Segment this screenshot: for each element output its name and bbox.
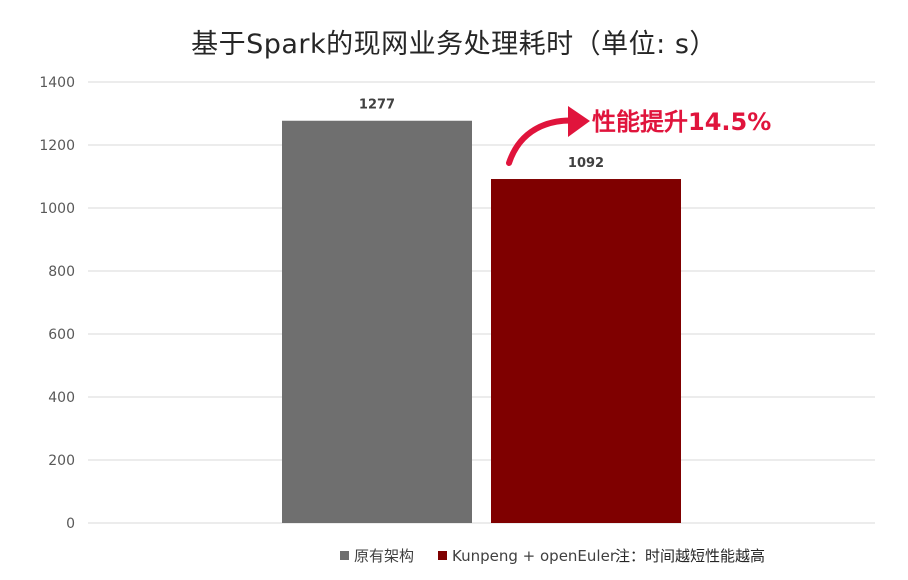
legend-swatch-kunpeng: [438, 551, 448, 560]
bars: [282, 120, 681, 524]
y-tick-label: 200: [48, 453, 75, 469]
callout-arrow-icon: [506, 106, 590, 166]
y-tick-label: 800: [48, 264, 75, 280]
data-label: 1277: [359, 98, 395, 113]
legend-label-baseline: 原有架构: [354, 547, 415, 565]
gridlines: [88, 81, 875, 524]
footnote: 注：时间越短性能越高: [615, 547, 766, 565]
y-tick-label: 1400: [39, 75, 75, 91]
legend-label-kunpeng: Kunpeng + openEuler: [452, 546, 616, 565]
bar-baseline: [282, 120, 472, 524]
legend-swatch-baseline: [340, 551, 349, 560]
y-tick-label: 0: [66, 516, 75, 532]
bar-kunpeng: [491, 179, 681, 523]
data-labels: 1277 1092: [359, 98, 604, 171]
y-axis-ticks: 0 200 400 600 800 1000 1200 1400: [39, 75, 75, 532]
legend-item-baseline: 原有架构: [340, 545, 414, 566]
y-tick-label: 400: [48, 390, 75, 406]
legend-item-kunpeng: Kunpeng + openEuler: [438, 547, 616, 565]
performance-callout: 性能提升14.5%: [592, 108, 772, 136]
y-tick-label: 1000: [39, 201, 75, 217]
legend: 原有架构 Kunpeng + openEuler: [340, 545, 640, 566]
chart-title: 基于Spark的现网业务处理耗时（单位: s）: [191, 29, 717, 60]
data-label: 1092: [568, 156, 604, 171]
y-tick-label: 1200: [39, 138, 75, 154]
y-tick-label: 600: [48, 327, 75, 343]
